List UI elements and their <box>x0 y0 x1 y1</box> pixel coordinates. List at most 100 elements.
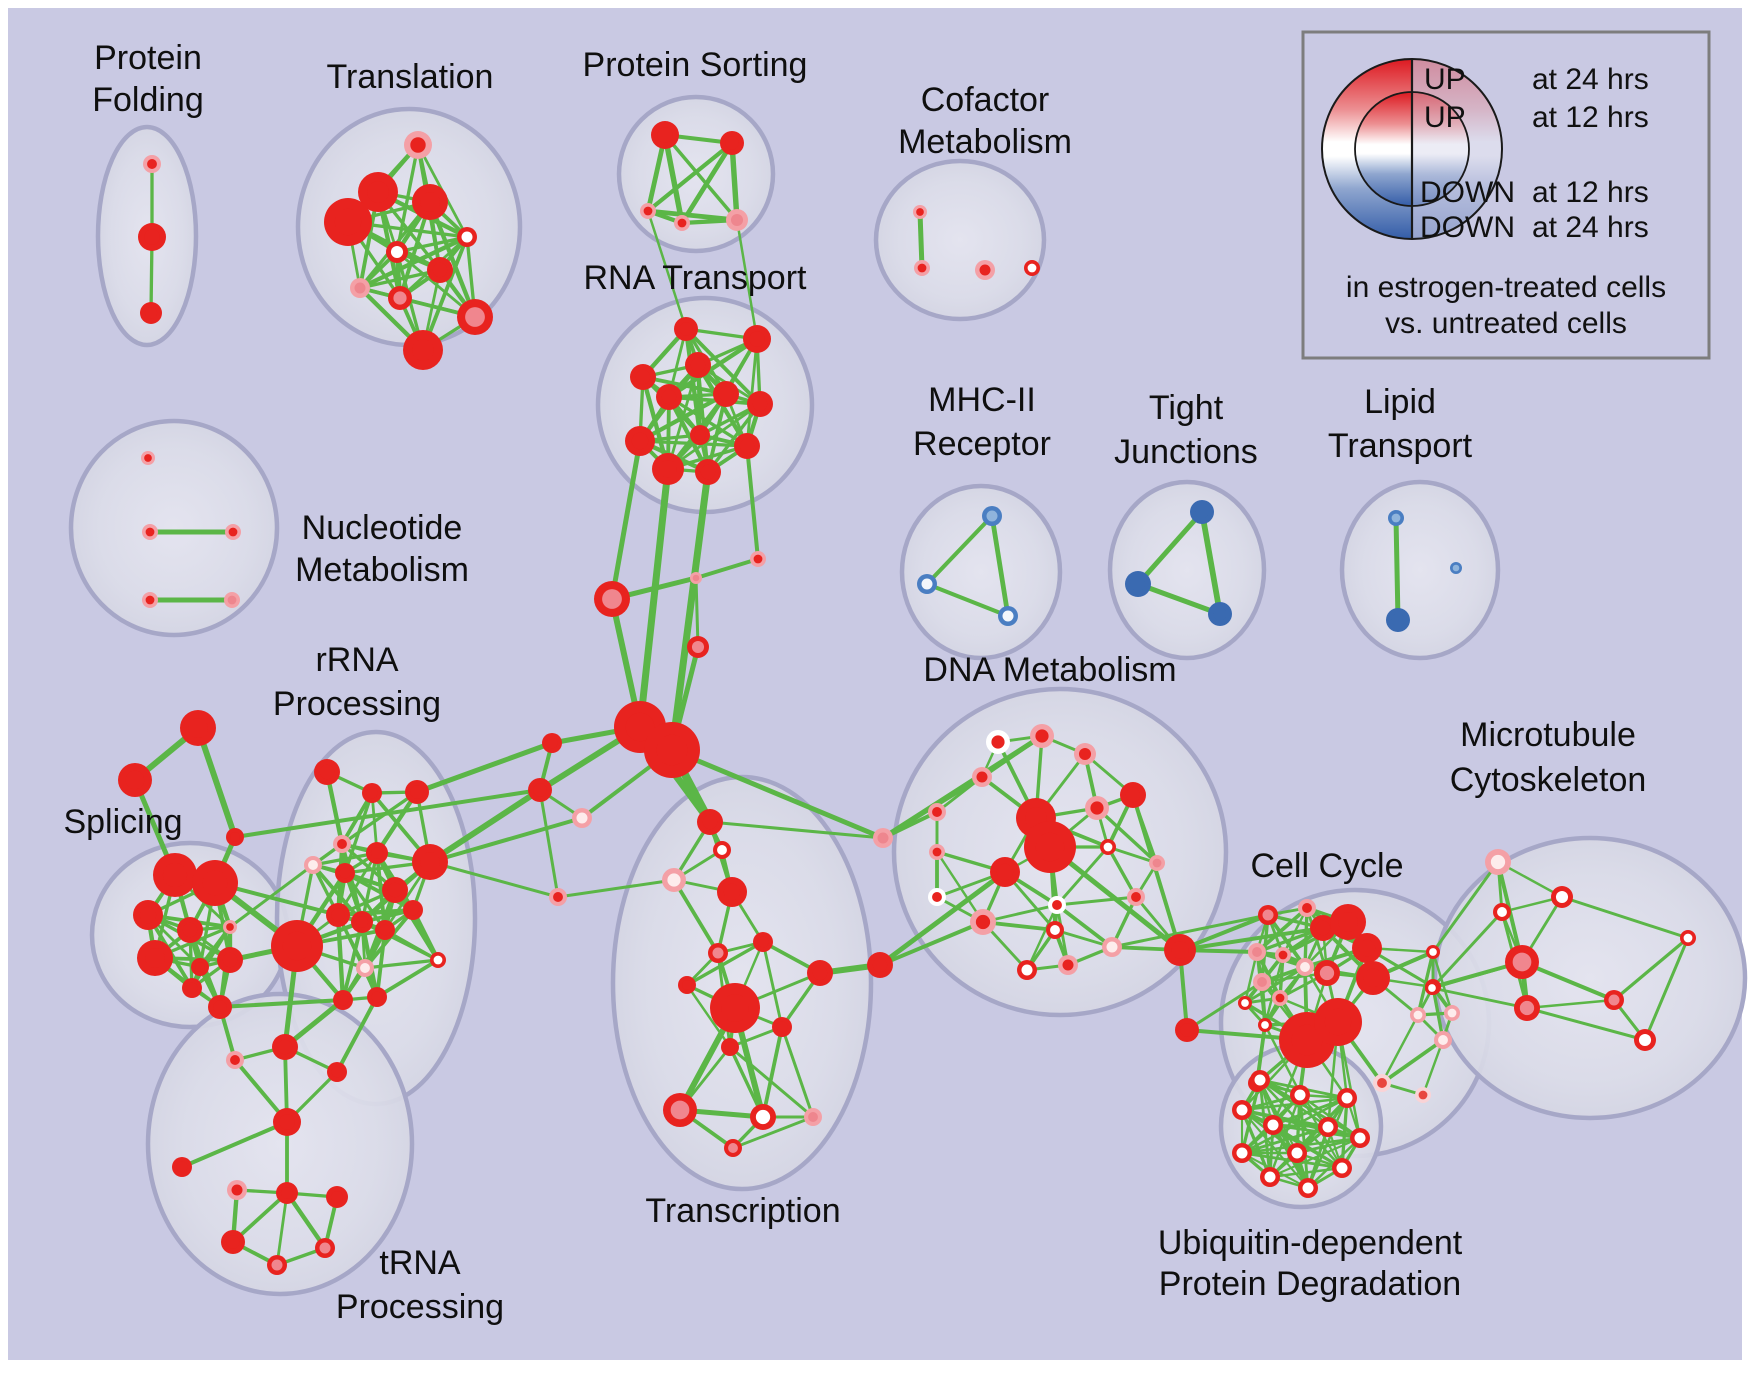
network-node <box>917 574 937 594</box>
cluster-label: Splicing <box>63 803 182 841</box>
network-node <box>267 1255 287 1275</box>
network-edge <box>924 581 1011 619</box>
network-node <box>350 278 370 298</box>
network-edge <box>1525 998 1616 1010</box>
network-node <box>1298 1178 1318 1198</box>
network-edge <box>1240 1125 1330 1155</box>
network-node <box>743 325 771 353</box>
cluster-label: Transcription <box>645 1192 840 1230</box>
network-edge <box>1430 986 1529 1010</box>
network-node <box>223 920 237 934</box>
network-node <box>720 131 744 155</box>
network-node <box>1450 562 1462 574</box>
network-node <box>929 844 945 860</box>
network-node <box>630 364 656 390</box>
network-node <box>137 940 173 976</box>
cluster-label: Translation <box>327 58 494 96</box>
network-edge <box>672 878 720 955</box>
network-node <box>1551 886 1573 908</box>
network-node <box>928 803 946 821</box>
network-edge <box>1240 1108 1362 1140</box>
network-node <box>644 722 700 778</box>
cluster-bubble-cf <box>873 158 1047 322</box>
network-node <box>1208 602 1232 626</box>
network-edge <box>1612 936 1690 1002</box>
network-edge <box>231 1191 289 1244</box>
network-node <box>138 223 166 251</box>
network-node <box>1352 933 1382 963</box>
network-edge <box>395 235 469 254</box>
network-node <box>625 426 655 456</box>
network-node <box>1296 958 1314 976</box>
legend-entry-time: at 24 hrs <box>1532 211 1649 244</box>
cluster-label: Junctions <box>1114 433 1258 471</box>
network-node <box>998 606 1018 626</box>
network-node <box>734 433 760 459</box>
network-edge <box>729 140 740 223</box>
network-node <box>1290 1085 1310 1105</box>
legend-entry-label: UP <box>1424 63 1466 96</box>
network-node <box>427 257 453 283</box>
network-node <box>873 828 893 848</box>
network-node <box>404 131 432 159</box>
network-edge <box>1185 980 1264 1032</box>
network-edge <box>428 860 560 899</box>
network-edge <box>694 557 760 580</box>
network-edge <box>1047 844 1183 953</box>
network-node <box>226 1051 244 1069</box>
network-node <box>141 451 155 465</box>
legend-up-down-glyph <box>1321 58 1503 240</box>
network-edge <box>877 869 1008 968</box>
network-edge <box>335 907 416 918</box>
network-node <box>304 856 322 874</box>
network-edge <box>924 513 995 587</box>
network-edge <box>669 747 886 841</box>
network-node <box>180 710 216 746</box>
network-edge <box>1055 845 1110 907</box>
network-node <box>412 184 448 220</box>
network-edge <box>1268 1136 1362 1179</box>
network-node <box>118 763 152 797</box>
network-edge <box>1380 1038 1445 1085</box>
network-edge <box>1295 1136 1362 1155</box>
network-node <box>326 1186 348 1208</box>
network-node <box>1232 1143 1252 1163</box>
legend-entry-label: UP <box>1424 101 1466 134</box>
cluster-label: Receptor <box>913 425 1051 463</box>
legend-entry-label: DOWN <box>1420 176 1515 209</box>
network-node <box>572 808 592 828</box>
legend-entry-time: at 24 hrs <box>1532 63 1649 96</box>
network-node <box>708 943 728 963</box>
network-node <box>750 551 766 567</box>
network-node <box>1102 937 1122 957</box>
network-edge <box>1263 953 1285 1027</box>
network-node <box>1120 782 1146 808</box>
network-node <box>192 860 238 906</box>
network-node <box>403 330 443 370</box>
network-node <box>362 783 382 803</box>
network-node <box>717 877 747 907</box>
network-node <box>315 1238 335 1258</box>
network-edge <box>358 268 442 290</box>
network-node <box>867 952 893 978</box>
network-edge <box>1380 1013 1420 1085</box>
network-edge <box>645 140 735 214</box>
network-edge <box>1268 1166 1344 1179</box>
network-node <box>1514 995 1540 1021</box>
network-edge <box>1135 581 1223 617</box>
network-edge <box>1525 1006 1647 1042</box>
network-node <box>367 987 387 1007</box>
cluster-label: RNA Transport <box>584 259 808 297</box>
network-node <box>1426 945 1440 959</box>
network-node <box>928 888 946 906</box>
network-node <box>1046 921 1064 939</box>
cluster-label: Processing <box>273 685 441 723</box>
network-node <box>986 730 1010 754</box>
network-node <box>674 215 690 231</box>
network-edge <box>195 725 238 840</box>
network-node <box>356 959 374 977</box>
cluster-label: Cell Cycle <box>1250 847 1403 885</box>
network-edge <box>538 788 560 899</box>
cluster-label: Microtubule <box>1460 716 1636 754</box>
network-node <box>140 302 162 324</box>
